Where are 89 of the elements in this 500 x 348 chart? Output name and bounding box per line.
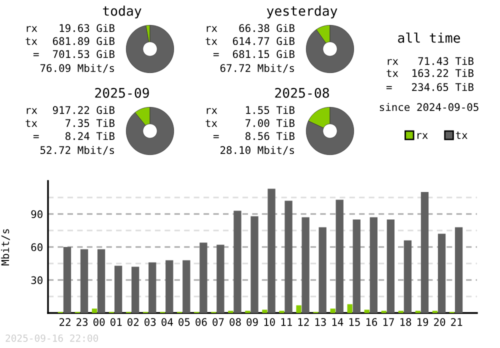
text: rx 917.22 GiB xyxy=(26,106,115,114)
bar xyxy=(250,216,258,313)
text: 76.09 Mbit/s xyxy=(40,64,114,73)
bar xyxy=(262,310,268,313)
x-tick-label: 17 xyxy=(383,318,394,326)
donut-slice xyxy=(126,106,174,156)
x-tick-label: 07 xyxy=(212,318,224,326)
bar xyxy=(302,217,310,313)
x-tick-label: 04 xyxy=(162,318,173,326)
chart-title: yesterday xyxy=(266,6,338,18)
text: 28.10 Mbit/s xyxy=(220,146,294,155)
bar xyxy=(386,220,395,313)
chart-title: 2025-08 xyxy=(275,88,329,98)
x-tick-label: 09 xyxy=(246,318,258,326)
text: = 701.53 GiB xyxy=(33,50,115,58)
bar xyxy=(80,249,88,313)
text: rx 71.43 TiB xyxy=(388,56,474,66)
chart-title: today xyxy=(102,6,142,18)
x-tick-label: 00 xyxy=(93,318,105,326)
bar xyxy=(352,220,360,313)
bar xyxy=(97,249,106,313)
bar xyxy=(268,188,276,313)
text: 52.72 Mbit/s xyxy=(40,146,114,155)
bar xyxy=(166,260,174,313)
bar xyxy=(364,310,370,313)
x-tick-label: 05 xyxy=(178,318,190,326)
text: tx 614.77 GiB xyxy=(206,36,295,46)
bar xyxy=(284,200,292,313)
bar xyxy=(347,304,352,313)
x-tick-label: 21 xyxy=(451,318,462,326)
text: tx 163.22 TiB xyxy=(386,68,474,78)
x-tick-label: 15 xyxy=(349,318,360,326)
text: tx 7.35 TiB xyxy=(26,118,115,128)
x-tick-label: 10 xyxy=(264,318,275,326)
y-tick-label: 60 xyxy=(31,243,42,252)
donut-slice xyxy=(306,24,354,74)
text: since 2024-09-05 xyxy=(380,102,478,112)
x-tick-label: 16 xyxy=(366,318,378,326)
text: = 681.15 GiB xyxy=(213,50,295,58)
bar xyxy=(132,266,140,313)
bar xyxy=(216,244,224,313)
x-tick-label: 12 xyxy=(298,318,309,326)
y-tick-label: 90 xyxy=(31,210,42,218)
bar xyxy=(234,210,242,313)
x-tick-label: 01 xyxy=(110,318,122,326)
bar xyxy=(92,308,98,313)
x-tick-label: 08 xyxy=(230,318,241,326)
bar xyxy=(438,234,446,313)
x-tick-label: 06 xyxy=(196,318,207,326)
bar xyxy=(318,227,326,313)
x-tick-label: 18 xyxy=(400,318,412,326)
text: = 8.24 TiB xyxy=(33,132,115,140)
bar xyxy=(420,192,429,313)
x-tick-label: 11 xyxy=(281,318,292,326)
bar xyxy=(296,305,302,313)
text: all time xyxy=(398,32,460,43)
x-tick-label: 02 xyxy=(128,318,139,326)
text: 67.72 Mbit/s xyxy=(220,64,294,73)
text: rx 19.63 GiB xyxy=(26,24,115,32)
bar xyxy=(63,247,72,313)
donut-slice xyxy=(126,24,174,74)
chart-title: 2025-09 xyxy=(95,88,149,98)
legend-label: tx xyxy=(456,132,468,139)
bar xyxy=(182,260,190,313)
x-tick-label: 19 xyxy=(418,318,428,326)
bar xyxy=(114,266,122,313)
text: tx 7.00 TiB xyxy=(206,118,295,128)
bar xyxy=(454,227,463,313)
text: rx 66.38 GiB xyxy=(206,24,295,32)
x-tick-label: 13 xyxy=(315,318,326,326)
x-tick-label: 23 xyxy=(76,318,88,326)
x-tick-label: 22 xyxy=(60,318,70,326)
text: = 234.65 TiB xyxy=(386,82,474,92)
bar xyxy=(330,308,336,313)
y-axis-title: Mbit/s xyxy=(1,229,10,266)
x-tick-label: 20 xyxy=(434,318,446,326)
bar xyxy=(200,242,208,313)
text: tx 681.89 GiB xyxy=(26,36,115,46)
legend-label: rx xyxy=(417,133,428,139)
bar xyxy=(148,262,156,313)
donut-slice xyxy=(306,106,354,156)
bar xyxy=(370,217,378,313)
x-tick-label: 03 xyxy=(144,318,156,326)
bar xyxy=(404,240,412,313)
bar xyxy=(336,200,344,313)
x-tick-label: 14 xyxy=(332,318,344,326)
text: rx 1.55 TiB xyxy=(206,106,295,114)
y-tick-label: 30 xyxy=(31,276,42,284)
text: = 8.56 TiB xyxy=(213,132,295,140)
